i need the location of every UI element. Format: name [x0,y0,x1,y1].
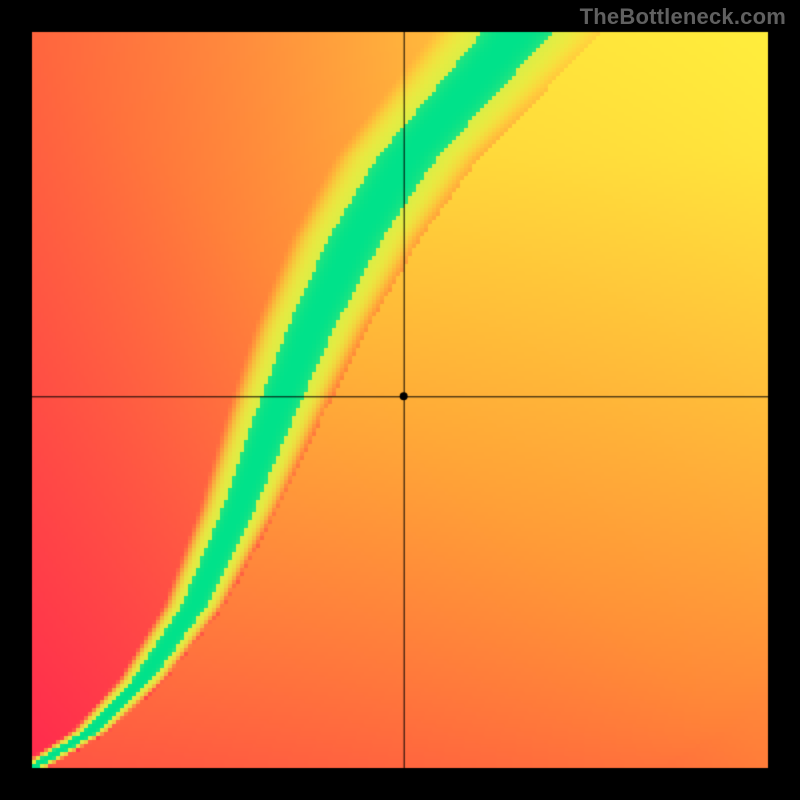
bottleneck-heatmap [0,0,800,800]
watermark-text: TheBottleneck.com [580,4,786,30]
chart-container: { "watermark": { "text": "TheBottleneck.… [0,0,800,800]
